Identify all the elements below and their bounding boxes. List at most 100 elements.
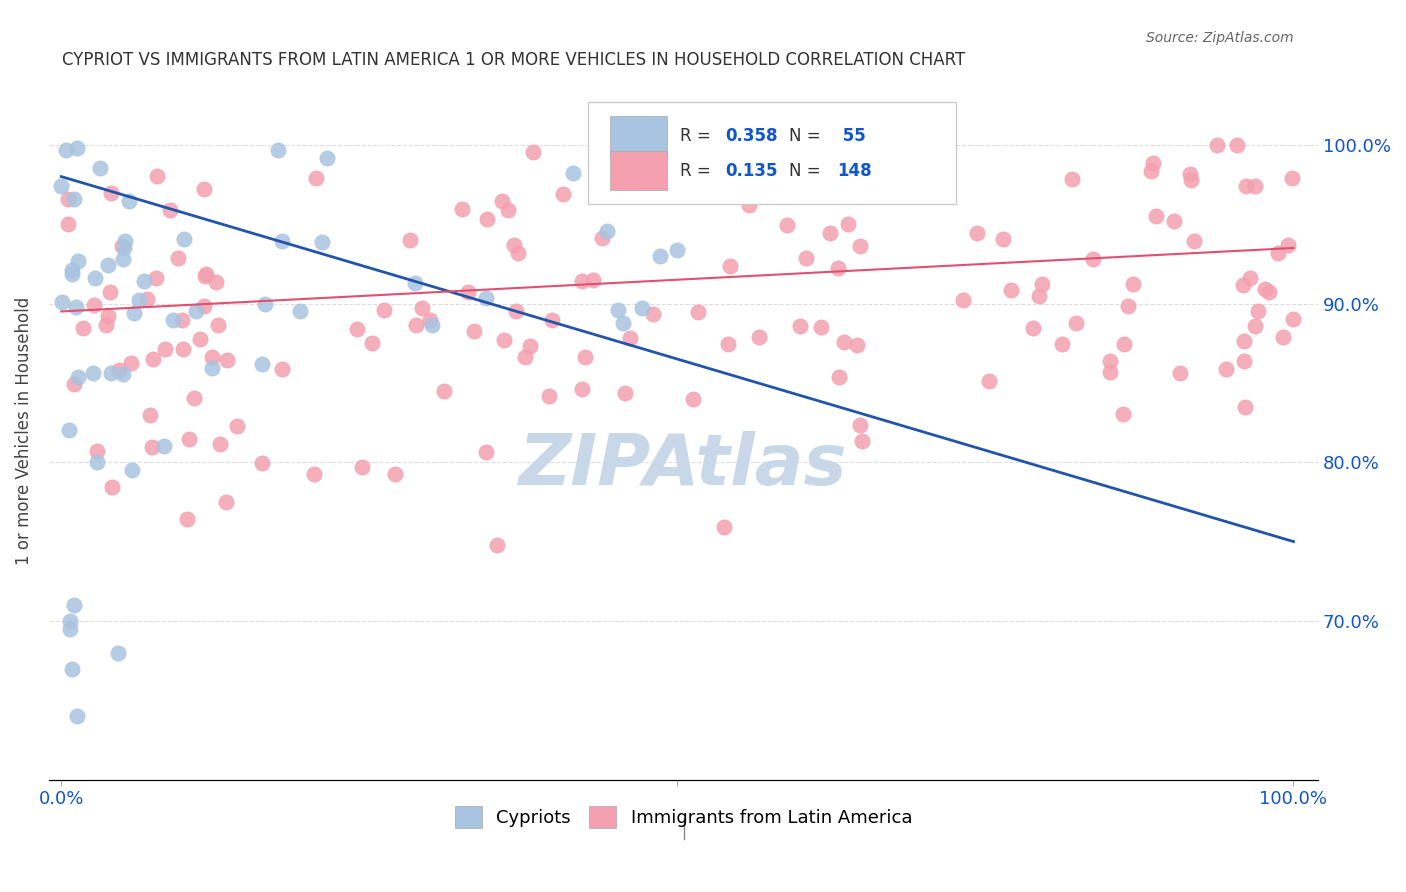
Point bbox=[849, 238, 872, 252]
Text: 148: 148 bbox=[837, 161, 872, 179]
FancyBboxPatch shape bbox=[610, 151, 666, 190]
Y-axis label: 1 or more Vehicles in Household: 1 or more Vehicles in Household bbox=[15, 296, 32, 565]
Point bbox=[112, 241, 135, 255]
Point bbox=[1226, 137, 1249, 152]
Point bbox=[145, 271, 167, 285]
Point bbox=[111, 239, 134, 253]
Point bbox=[591, 231, 613, 245]
Point bbox=[82, 367, 104, 381]
Point bbox=[56, 218, 79, 232]
Point bbox=[1215, 362, 1237, 376]
Point bbox=[55, 143, 77, 157]
Point bbox=[1233, 334, 1256, 348]
Point bbox=[152, 439, 174, 453]
Point bbox=[1064, 317, 1087, 331]
Point bbox=[463, 324, 485, 338]
Point bbox=[848, 417, 870, 432]
Point bbox=[827, 369, 849, 384]
Point bbox=[111, 252, 134, 267]
Point bbox=[188, 332, 211, 346]
Point bbox=[173, 232, 195, 246]
Point bbox=[582, 273, 605, 287]
Point bbox=[1239, 271, 1261, 285]
Point bbox=[250, 357, 273, 371]
Point bbox=[738, 197, 761, 211]
Point bbox=[508, 246, 530, 260]
Point bbox=[827, 261, 849, 276]
Point bbox=[404, 277, 426, 291]
Point bbox=[1282, 311, 1305, 326]
Point bbox=[361, 336, 384, 351]
Point bbox=[571, 382, 593, 396]
Text: R =: R = bbox=[679, 127, 716, 145]
Point bbox=[738, 149, 761, 163]
Point bbox=[194, 268, 217, 283]
Point bbox=[66, 141, 89, 155]
Point bbox=[146, 169, 169, 184]
Text: CYPRIOT VS IMMIGRANTS FROM LATIN AMERICA 1 OR MORE VEHICLES IN HOUSEHOLD CORRELA: CYPRIOT VS IMMIGRANTS FROM LATIN AMERICA… bbox=[62, 51, 965, 69]
Point bbox=[486, 538, 509, 552]
Point bbox=[1244, 318, 1267, 333]
Point bbox=[1232, 277, 1254, 292]
Point bbox=[643, 307, 665, 321]
Point bbox=[1116, 299, 1139, 313]
Point bbox=[399, 233, 422, 247]
Point bbox=[120, 356, 142, 370]
Point bbox=[51, 179, 73, 194]
Point bbox=[1180, 172, 1202, 186]
Point bbox=[419, 313, 441, 327]
Point bbox=[207, 318, 229, 332]
Point bbox=[86, 444, 108, 458]
Point bbox=[717, 337, 740, 351]
Point bbox=[505, 303, 527, 318]
Point bbox=[1122, 277, 1144, 292]
Point bbox=[193, 181, 215, 195]
Point bbox=[789, 319, 811, 334]
Point bbox=[748, 329, 770, 343]
Text: 55: 55 bbox=[837, 127, 866, 145]
Point bbox=[474, 291, 496, 305]
Text: 0.358: 0.358 bbox=[725, 127, 778, 145]
Point bbox=[346, 321, 368, 335]
Point bbox=[179, 432, 201, 446]
Point bbox=[475, 211, 498, 226]
Point bbox=[1277, 238, 1299, 252]
Text: N =: N = bbox=[789, 127, 825, 145]
Point bbox=[162, 313, 184, 327]
Point bbox=[1144, 209, 1167, 223]
Point bbox=[215, 495, 238, 509]
Point bbox=[1028, 289, 1050, 303]
Point bbox=[574, 350, 596, 364]
Point bbox=[1206, 137, 1229, 152]
Point bbox=[540, 313, 562, 327]
Point bbox=[118, 194, 141, 209]
Text: ZIPAtlas: ZIPAtlas bbox=[519, 431, 848, 500]
Point bbox=[538, 389, 561, 403]
Point bbox=[384, 467, 406, 482]
Point bbox=[491, 194, 513, 208]
Point bbox=[1112, 407, 1135, 421]
FancyBboxPatch shape bbox=[588, 103, 956, 203]
Point bbox=[97, 310, 120, 324]
Point bbox=[796, 251, 818, 265]
Point bbox=[208, 437, 231, 451]
Point bbox=[1281, 170, 1303, 185]
Point bbox=[688, 305, 710, 319]
Point bbox=[494, 333, 516, 347]
Point bbox=[405, 318, 427, 332]
Point bbox=[631, 301, 654, 315]
Point bbox=[121, 463, 143, 477]
Point bbox=[72, 321, 94, 335]
Point bbox=[63, 192, 86, 206]
Point bbox=[122, 306, 145, 320]
Point bbox=[65, 300, 87, 314]
Point bbox=[917, 182, 939, 196]
Point bbox=[966, 226, 988, 240]
Point bbox=[97, 258, 120, 272]
Legend: Cypriots, Immigrants from Latin America: Cypriots, Immigrants from Latin America bbox=[450, 800, 918, 833]
Point bbox=[373, 303, 395, 318]
Point bbox=[142, 351, 165, 366]
Point bbox=[66, 369, 89, 384]
Point bbox=[60, 267, 83, 281]
Point bbox=[1233, 401, 1256, 415]
